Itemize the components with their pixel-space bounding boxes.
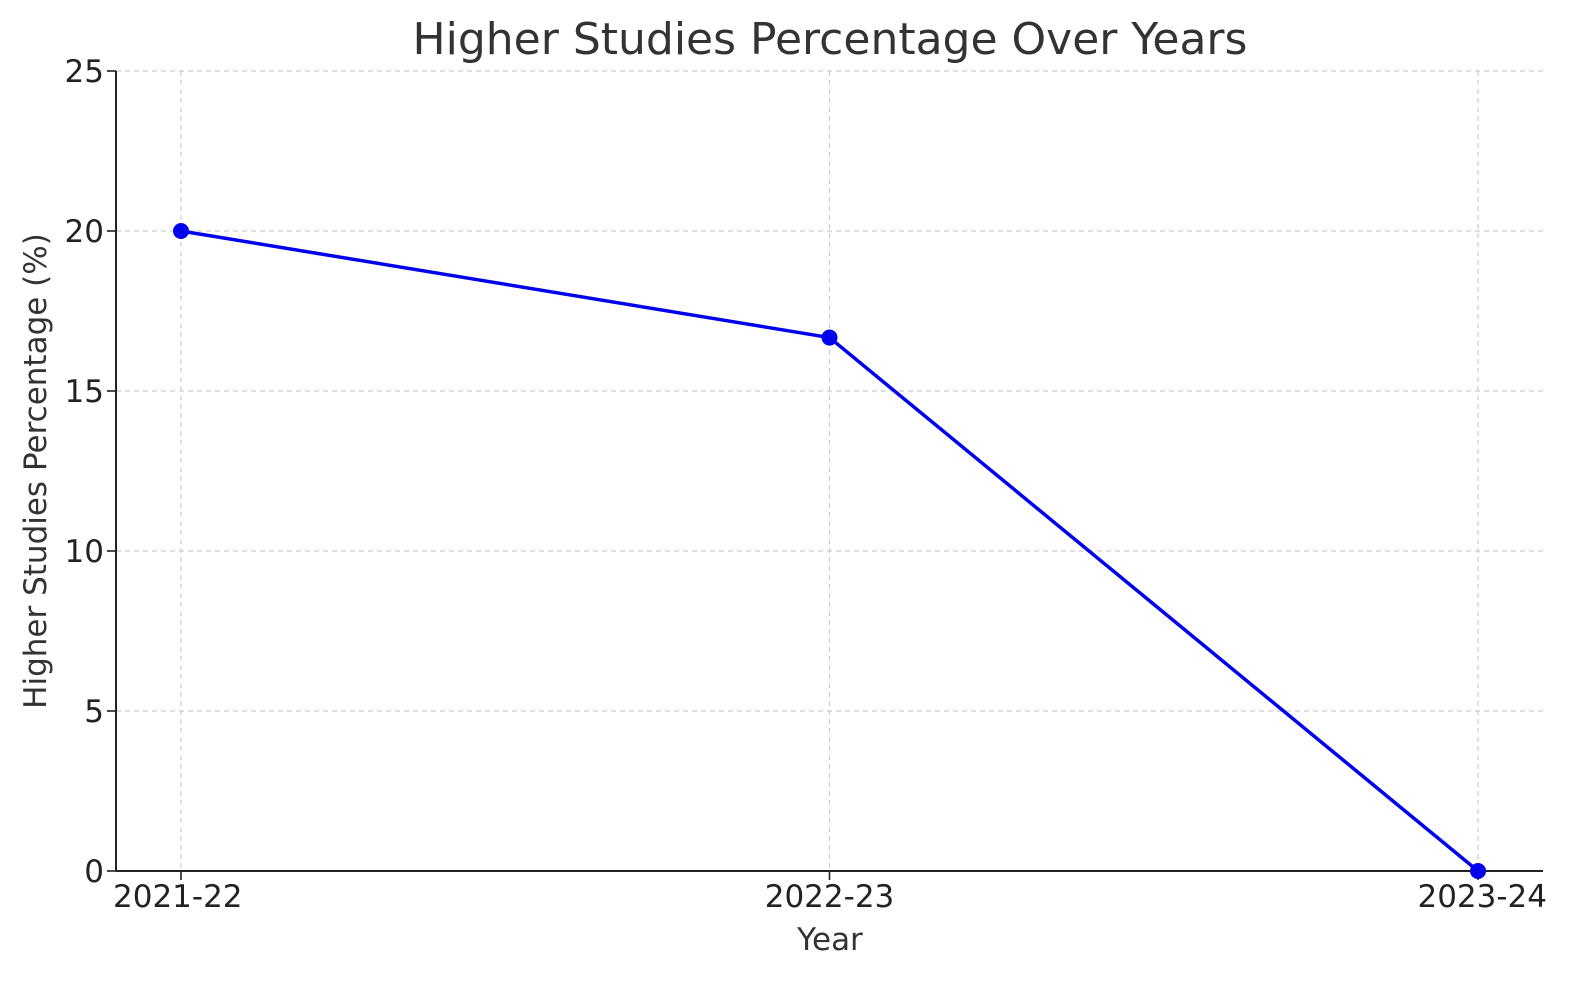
y-tick-label: 10 (65, 534, 104, 570)
grid (116, 70, 1543, 872)
y-tick-label: 5 (84, 694, 104, 730)
y-tick-label: 15 (65, 374, 104, 410)
tick-labels: 0 5 10 15 20 25 2021-22 2022-23 2023-24 (65, 54, 1547, 915)
data-point (1470, 863, 1486, 879)
axes (107, 70, 1543, 880)
data-point (173, 223, 189, 239)
chart-title: Higher Studies Percentage Over Years (413, 14, 1248, 65)
x-tick-label: 2023-24 (1417, 879, 1547, 915)
series (173, 223, 1486, 879)
x-tick-label: 2021-22 (113, 879, 243, 915)
x-tick-label: 2022-23 (765, 879, 895, 915)
y-tick-label: 25 (65, 54, 104, 90)
y-tick-label: 20 (65, 214, 104, 250)
y-axis-label: Higher Studies Percentage (%) (18, 233, 54, 709)
y-tick-label: 0 (84, 854, 104, 890)
x-axis-label: Year (796, 922, 863, 958)
data-point (821, 329, 838, 346)
